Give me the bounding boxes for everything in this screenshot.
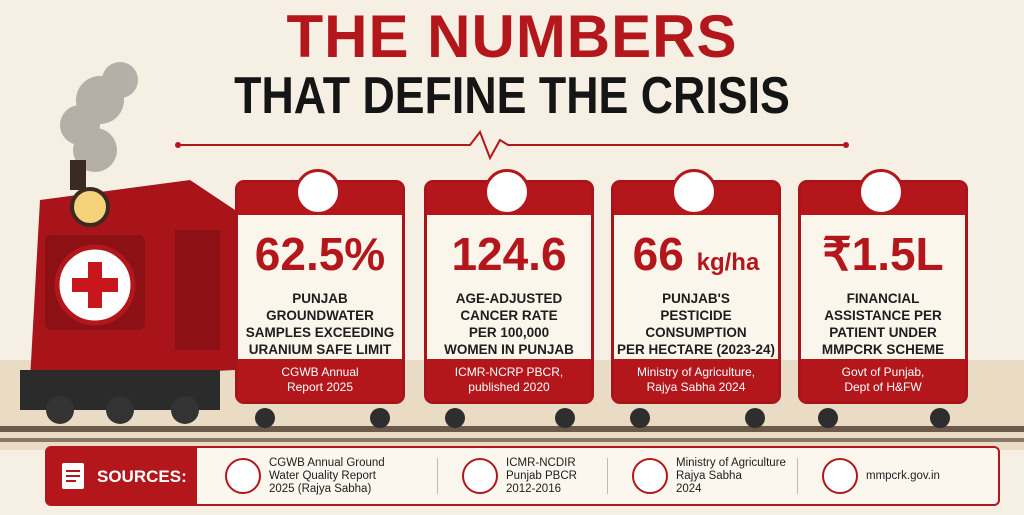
sources-label: SOURCES: <box>97 467 187 486</box>
value-number: 124.6 <box>451 228 567 280</box>
source-icon <box>822 458 858 494</box>
card-icon <box>671 169 717 215</box>
source-text-line: 2012-2016 <box>506 482 561 495</box>
source-text: ICMR-NCDIR Punjab PBCR 2012-2016 <box>506 457 577 496</box>
stat-description: AGE-ADJUSTED CANCER RATE PER 100,000 WOMEN … <box>427 290 591 358</box>
stat-source: Govt of Punjab, Dept of H&FW <box>801 359 965 401</box>
stat-description: PUNJAB GROUNDWATER SAMPLES EXCEEDING URANIU… <box>238 290 402 358</box>
source-item: Ministry of Agriculture Rajya Sabha 2024 <box>632 454 786 498</box>
stat-card: 124.6 AGE-ADJUSTED CANCER RATE PER 100,000 W… <box>424 169 594 404</box>
sources-footer: SOURCES: CGWB Annual Ground Water Quality… <box>45 446 1000 506</box>
description-line: AGE-ADJUSTED <box>455 291 563 306</box>
separator <box>437 458 438 494</box>
source-text-line: Rajya Sabha <box>676 469 742 482</box>
description-line: PUNJAB <box>292 291 348 306</box>
train <box>20 160 235 424</box>
stat-description: FINANCIAL ASSISTANCE PER PATIENT UNDER MMPC… <box>801 290 965 358</box>
description-line: CANCER RATE <box>460 308 558 323</box>
rail <box>0 426 1024 432</box>
source-line: Govt of Punjab, <box>841 365 925 379</box>
source-text: mmpcrk.gov.in <box>866 470 940 483</box>
heartbeat-line <box>178 129 846 161</box>
value-unit: kg/ha <box>696 249 760 276</box>
source-text-line: ICMR-NCDIR <box>506 456 576 469</box>
source-line: Ministry of Agriculture, <box>636 365 756 379</box>
source-text-line: mmpcrk.gov.in <box>866 469 940 482</box>
card-icon <box>484 169 530 215</box>
source-line: CGWB Annual <box>281 365 359 379</box>
source-icon <box>462 458 498 494</box>
description-line: WOMEN IN PUNJAB <box>444 342 574 357</box>
source-text-line: 2024 <box>676 482 702 495</box>
stat-card: 62.5% PUNJAB GROUNDWATER SAMPLES EXCEEDING U… <box>235 169 405 404</box>
description-line: PER 100,000 <box>468 325 550 340</box>
source-line: Dept of H&FW <box>844 380 922 394</box>
value-number: 62.5% <box>254 228 386 280</box>
rail <box>0 438 1024 442</box>
source-line: ICMR-NCRP PBCR, <box>454 365 564 379</box>
separator <box>607 458 608 494</box>
stat-source: ICMR-NCRP PBCR, published 2020 <box>427 359 591 401</box>
description-line: FINANCIAL <box>846 291 920 306</box>
description-line: SAMPLES EXCEEDING <box>245 325 395 340</box>
dot <box>843 142 849 148</box>
source-icon <box>225 458 261 494</box>
description-line: PUNJAB'S <box>662 291 730 306</box>
source-text-line: Ministry of Agriculture <box>676 456 786 469</box>
value-number: ₹1.5L <box>822 228 944 280</box>
value-number: 66 <box>632 228 684 280</box>
description-line: PESTICIDE <box>660 308 732 323</box>
source-item: mmpcrk.gov.in <box>822 454 940 498</box>
dot <box>175 142 181 148</box>
stat-source: CGWB Annual Report 2025 <box>238 359 402 401</box>
source-text-line: Punjab PBCR <box>506 469 577 482</box>
stat-description: PUNJAB'S PESTICIDE CONSUMPTION PER HECTARE … <box>614 290 778 358</box>
description-line: ASSISTANCE PER <box>824 308 942 323</box>
source-text: CGWB Annual Ground Water Quality Report 20… <box>269 457 385 496</box>
source-text-line: Water Quality Report <box>269 469 376 482</box>
description-line: PATIENT UNDER <box>829 325 937 340</box>
stat-value: ₹1.5L <box>801 227 965 281</box>
source-text: Ministry of Agriculture Rajya Sabha 2024 <box>676 457 786 496</box>
sources-label-block: SOURCES: <box>47 448 197 504</box>
description-line: CONSUMPTION <box>645 325 747 340</box>
description-line: PER HECTARE (2023-24) <box>616 342 776 357</box>
card-icon <box>295 169 341 215</box>
source-line: Rajya Sabha 2024 <box>646 380 746 394</box>
title: THE NUMBERS <box>286 3 738 70</box>
description-line: MMPCRK SCHEME <box>821 342 945 357</box>
source-line: published 2020 <box>468 380 550 394</box>
stat-value: 66 kg/ha <box>614 227 778 281</box>
source-icon <box>632 458 668 494</box>
source-item: CGWB Annual Ground Water Quality Report 20… <box>225 454 385 498</box>
stat-value: 124.6 <box>427 227 591 281</box>
separator <box>797 458 798 494</box>
stat-source: Ministry of Agriculture, Rajya Sabha 2024 <box>614 359 778 401</box>
stat-value: 62.5% <box>238 227 402 281</box>
stat-card: ₹1.5L FINANCIAL ASSISTANCE PER PATIENT UNDE… <box>798 169 968 404</box>
card-icon <box>858 169 904 215</box>
stat-card: 66 kg/ha PUNJAB'S PESTICIDE CONSUMPTION PER … <box>611 169 781 404</box>
source-item: ICMR-NCDIR Punjab PBCR 2012-2016 <box>462 454 577 498</box>
source-text-line: 2025 (Rajya Sabha) <box>269 482 372 495</box>
source-text-line: CGWB Annual Ground <box>269 456 385 469</box>
description-line: URANIUM SAFE LIMIT <box>248 342 392 357</box>
subtitle: THAT DEFINE THE CRISIS <box>234 67 790 125</box>
source-line: Report 2025 <box>286 380 354 394</box>
description-line: GROUNDWATER <box>266 308 374 323</box>
doc-icon <box>62 463 84 489</box>
card-wheels <box>255 408 950 428</box>
